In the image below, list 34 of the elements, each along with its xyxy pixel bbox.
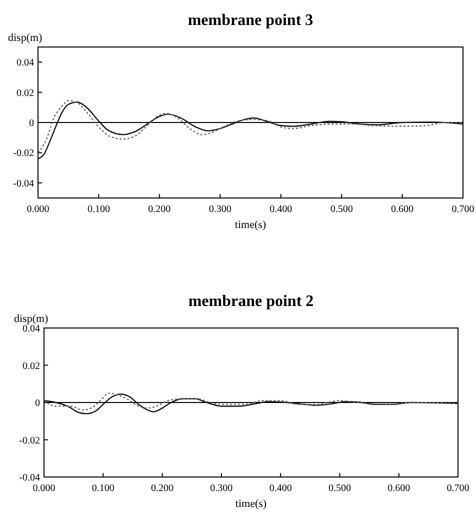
y-tick-label: 0.02 [16, 88, 34, 99]
chart-title: membrane point 2 [188, 293, 314, 310]
x-tick-label: 0.400 [269, 483, 292, 494]
line-series [43, 392, 459, 411]
x-tick-label: 0.200 [148, 204, 171, 215]
x-tick-label: 0.000 [32, 483, 56, 494]
y-tick-label: 0.04 [16, 58, 34, 69]
y-tick-label: 0.04 [22, 324, 40, 334]
y-axis-title: disp(m) [8, 32, 43, 44]
x-tick-label: 0.200 [151, 483, 174, 494]
y-tick-label: -0.04 [13, 178, 34, 190]
chart-title: membrane point 3 [188, 12, 314, 29]
x-tick-label: 0.000 [26, 204, 50, 215]
x-tick-label: 0.600 [391, 204, 414, 215]
x-tick-label: 0.400 [270, 204, 292, 215]
y-tick-label: 0.02 [22, 360, 40, 372]
x-tick-label: 0.700 [446, 483, 470, 494]
line-series [43, 394, 459, 414]
x-tick-label: 0.500 [330, 204, 353, 215]
x-axis-title: time(s) [235, 498, 267, 510]
y-tick-label: 0 [29, 118, 34, 129]
x-tick-label: 0.500 [328, 483, 351, 494]
x-tick-label: 0.300 [208, 204, 232, 215]
y-tick-label: -0.02 [13, 148, 34, 160]
y-axis-title: disp(m) [14, 313, 49, 325]
x-tick-label: 0.300 [210, 483, 233, 494]
x-tick-label: 0.700 [452, 204, 474, 215]
y-tick-label: -0.04 [19, 472, 40, 484]
x-tick-label: 0.600 [388, 483, 410, 494]
y-tick-label: 0 [35, 398, 40, 409]
x-tick-label: 0.100 [92, 483, 114, 494]
y-tick-label: -0.02 [19, 435, 40, 446]
x-tick-label: 0.100 [87, 204, 110, 215]
x-axis-title: time(s) [234, 219, 266, 231]
